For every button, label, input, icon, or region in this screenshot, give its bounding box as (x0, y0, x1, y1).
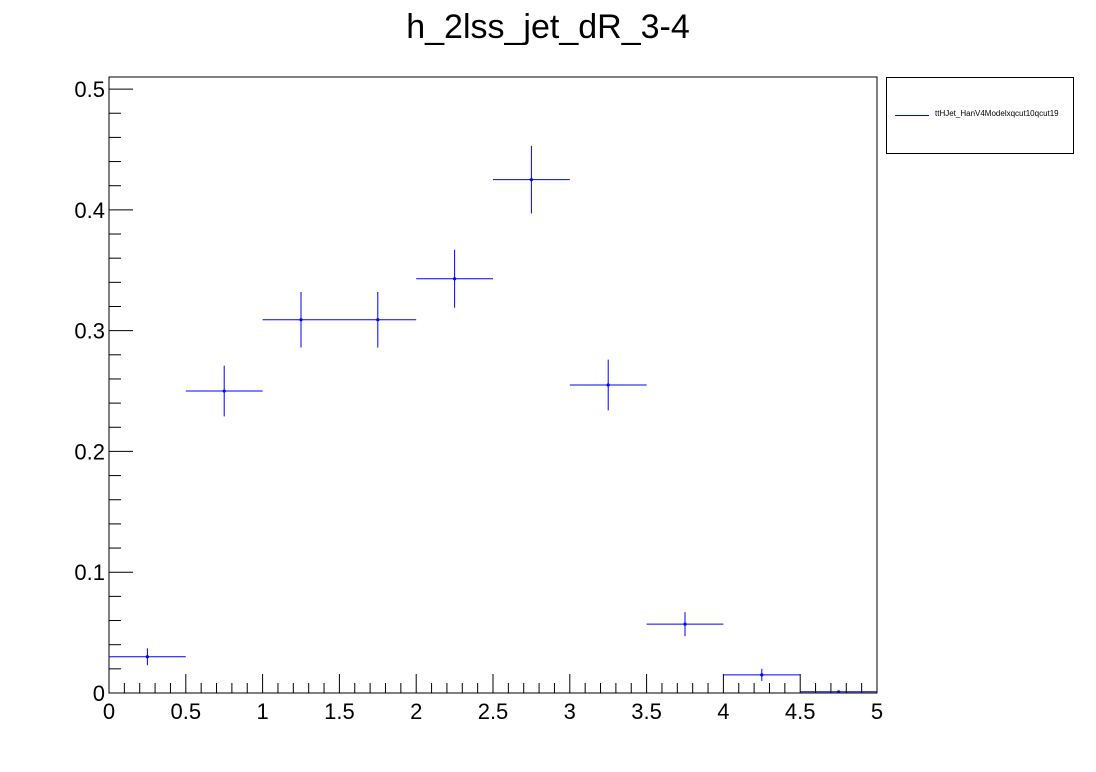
point-marker (222, 389, 226, 393)
point-marker (453, 277, 457, 281)
data-point (185, 365, 263, 417)
point-marker (837, 690, 841, 694)
x-tick-label: 0.5 (171, 699, 202, 724)
data-point (109, 648, 186, 666)
data-point (493, 145, 570, 214)
data-point (569, 359, 647, 411)
y-tick-label: 0.4 (74, 198, 105, 223)
legend-swatch (895, 115, 929, 116)
x-tick-label: 3.5 (631, 699, 662, 724)
x-tick-label: 4 (717, 699, 729, 724)
data-point (339, 291, 417, 348)
x-tick-label: 3 (564, 699, 576, 724)
x-tick-label: 1 (256, 699, 268, 724)
legend-label: ttHJet_HanV4Modelxqcut10qcut19 (935, 109, 1059, 118)
axes: 0 0.5 1 1.5 2 2.5 3 3.5 4 4.5 5 0 0.1 0.2 0.3 0.4 0.5 (74, 77, 883, 724)
data-marks (109, 145, 877, 694)
data-point (262, 291, 340, 348)
y-tick-label: 0.2 (74, 439, 105, 464)
x-tick-label: 2 (410, 699, 422, 724)
point-marker (529, 178, 534, 182)
x-tick-label: 1.5 (324, 699, 355, 724)
x-tick-label: 2.5 (478, 699, 509, 724)
point-marker (145, 655, 149, 659)
y-tick-label: 0.3 (74, 319, 105, 344)
y-tick-label: 0.5 (74, 77, 105, 102)
data-point (646, 612, 724, 637)
point-marker (683, 622, 687, 626)
point-marker (299, 318, 303, 322)
chart-title: h_2lss_jet_dR_3-4 (406, 8, 690, 46)
data-point (723, 668, 801, 681)
y-tick-label: 0 (93, 681, 105, 706)
point-marker (606, 383, 610, 387)
y-tick-label: 0.1 (74, 560, 105, 585)
x-tick-label: 0 (103, 699, 115, 724)
x-tick-label: 4.5 (785, 699, 816, 724)
x-tick-label: 5 (871, 699, 883, 724)
legend: ttHJet_HanV4Modelxqcut10qcut19 (886, 77, 1074, 154)
data-point (800, 690, 877, 694)
point-marker (376, 318, 380, 322)
point-marker (760, 673, 764, 677)
data-point (416, 249, 493, 308)
